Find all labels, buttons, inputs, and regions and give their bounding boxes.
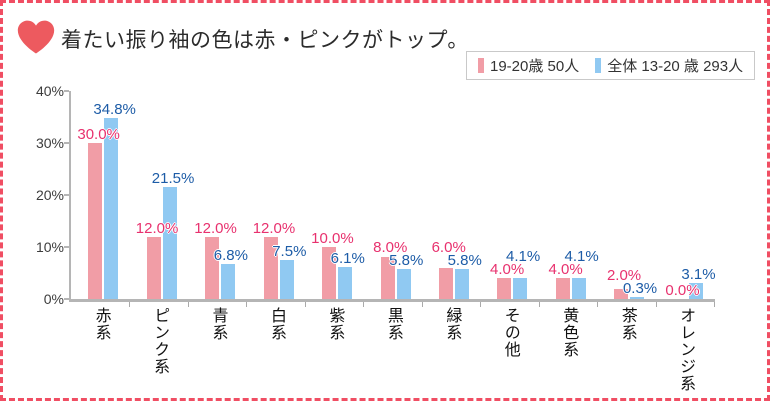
category-label-3: 白系 xyxy=(267,307,285,341)
bar-value-label-total: 0.3% xyxy=(622,280,658,298)
bar-total-0 xyxy=(104,118,119,299)
legend-label: 全体 13-20 歳 293人 xyxy=(607,58,744,75)
bar-value-label-age19-20: 2.0% xyxy=(606,267,642,285)
bar-total-3 xyxy=(279,260,294,299)
y-axis-tick-label: 20% xyxy=(35,187,64,203)
bar-total-4 xyxy=(338,267,353,299)
x-axis-tick xyxy=(421,302,423,307)
y-axis-tick xyxy=(64,90,69,92)
y-axis-tick xyxy=(64,246,69,248)
bar-total-2 xyxy=(221,263,236,299)
category-label-10: オレンジ系 xyxy=(677,307,695,392)
category-label-6: 緑系 xyxy=(443,307,461,341)
y-axis-tick-label: 0% xyxy=(43,291,64,307)
bar-value-label-age19-20: 12.0% xyxy=(135,219,179,237)
legend-item-1: 全体 13-20 歳 293人 xyxy=(595,55,743,76)
bar-value-label-age19-20: 30.0% xyxy=(77,126,120,143)
bar-value-label-total: 21.5% xyxy=(151,170,195,188)
category-label-7: その他 xyxy=(501,307,519,358)
bar-total-5 xyxy=(396,268,411,299)
category-label-1: ピンク系 xyxy=(151,307,169,375)
bar-value-label-total: 6.8% xyxy=(213,246,248,264)
y-axis-tick xyxy=(64,142,69,144)
bar-value-label-age19-20: 4.0% xyxy=(490,261,525,279)
legend-label: 19-20歳 50人 xyxy=(490,58,580,75)
category-label-0: 赤系 xyxy=(92,307,110,341)
bar-value-label-age19-20: 4.0% xyxy=(548,261,583,279)
bar-age19-20-1 xyxy=(146,236,161,299)
bar-chart: 0% 10% 20% 30% 40% 30.0% 34.8% 赤系 12.0% 21.5% ピンク系… xyxy=(3,3,767,398)
x-axis-tick xyxy=(246,302,248,307)
bar-value-label-age19-20: 6.0% xyxy=(431,238,466,256)
bar-value-label-age19-20: 12.0% xyxy=(252,219,296,237)
bar-value-label-total: 4.1% xyxy=(506,248,541,266)
x-axis-tick xyxy=(480,302,482,307)
bar-age19-20-4 xyxy=(322,247,337,299)
x-axis-tick xyxy=(655,302,657,307)
bar-value-label-age19-20: 12.0% xyxy=(194,219,237,237)
bar-age19-20-3 xyxy=(263,236,278,299)
bar-total-9 xyxy=(630,297,645,299)
heart-icon xyxy=(17,20,55,54)
bar-total-10 xyxy=(688,282,703,299)
category-label-8: 黄色系 xyxy=(560,307,578,358)
bar-value-label-total: 5.8% xyxy=(447,251,482,269)
category-label-2: 青系 xyxy=(209,307,227,341)
bar-value-label-age19-20: 0.0% xyxy=(665,282,700,299)
page-title: 着たい振り袖の色は赤・ピンクがトップ。 xyxy=(61,29,469,52)
category-label-5: 黒系 xyxy=(384,307,402,341)
bar-age19-20-7 xyxy=(497,278,512,299)
bar-total-7 xyxy=(513,277,528,299)
x-axis-tick xyxy=(597,302,599,307)
bar-value-label-age19-20: 8.0% xyxy=(373,238,408,256)
x-axis-tick xyxy=(714,302,715,307)
legend-item-0: 19-20歳 50人 xyxy=(478,55,579,76)
bar-value-label-total: 4.1% xyxy=(564,248,599,266)
bar-value-label-total: 6.1% xyxy=(330,250,365,268)
bar-total-6 xyxy=(454,268,469,299)
x-axis-tick xyxy=(363,302,365,307)
x-axis-tick xyxy=(304,302,306,307)
bar-age19-20-6 xyxy=(438,267,453,299)
category-label-9: 茶系 xyxy=(618,307,636,341)
bar-age19-20-5 xyxy=(380,257,395,299)
bar-value-label-total: 3.1% xyxy=(681,265,716,283)
bar-age19-20-9 xyxy=(614,288,629,299)
y-axis-tick-label: 40% xyxy=(35,83,64,99)
bar-age19-20-0 xyxy=(88,143,103,299)
legend-swatch xyxy=(595,58,602,73)
y-axis-tick xyxy=(64,298,69,300)
legend-swatch xyxy=(478,58,484,73)
y-axis-tick-label: 10% xyxy=(35,239,64,255)
x-axis-tick xyxy=(129,302,131,307)
bar-value-label-total: 34.8% xyxy=(93,101,136,119)
bar-value-label-total: 5.8% xyxy=(389,251,424,269)
bar-total-1 xyxy=(162,187,177,299)
y-axis-line xyxy=(69,91,71,302)
x-axis-tick xyxy=(538,302,540,307)
y-axis-tick xyxy=(64,194,69,196)
x-axis-line xyxy=(69,299,715,302)
bar-total-8 xyxy=(571,277,586,299)
legend: 19-20歳 50人 全体 13-20 歳 293人 xyxy=(466,51,756,80)
bar-age19-20-2 xyxy=(205,236,220,299)
bar-age19-20-8 xyxy=(555,278,570,299)
y-axis-tick-label: 30% xyxy=(35,135,64,151)
bar-value-label-age19-20: 10.0% xyxy=(311,230,354,247)
category-label-4: 紫系 xyxy=(326,307,344,341)
x-axis-tick xyxy=(187,302,189,307)
bar-value-label-total: 7.5% xyxy=(272,243,307,260)
